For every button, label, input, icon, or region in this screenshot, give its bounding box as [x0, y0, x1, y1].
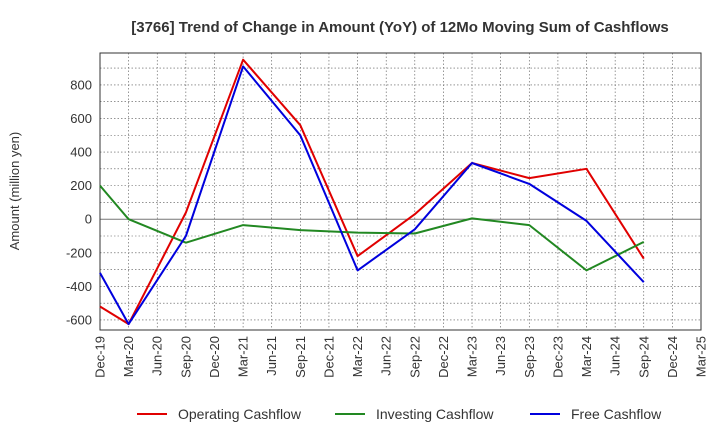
y-tick-label: 800: [70, 77, 92, 92]
x-tick-label: Mar-25: [694, 336, 709, 377]
y-tick-label: -200: [66, 245, 92, 260]
x-tick-label: Jun-24: [608, 336, 623, 376]
x-tick-label: Sep-24: [636, 336, 651, 378]
y-tick-label: 200: [70, 178, 92, 193]
x-tick-label: Jun-23: [493, 336, 508, 376]
x-tick-label: Dec-22: [436, 336, 451, 378]
legend-label-operating-cashflow: Operating Cashflow: [178, 406, 302, 422]
legend-label-investing-cashflow: Investing Cashflow: [376, 406, 494, 422]
x-tick-label: Sep-21: [293, 336, 308, 378]
series-line-free-cashflow: [99, 65, 645, 326]
x-tick-label: Sep-23: [522, 336, 537, 378]
x-tick-label: Dec-21: [321, 336, 336, 378]
series-lines: [99, 58, 645, 326]
chart-title: [3766] Trend of Change in Amount (YoY) o…: [131, 19, 669, 36]
y-tick-label: 0: [85, 212, 92, 227]
x-tick-label: Mar-21: [236, 336, 251, 377]
x-tick-label: Sep-22: [407, 336, 422, 378]
x-tick-label: Dec-23: [550, 336, 565, 378]
series-line-operating-cashflow: [99, 58, 645, 326]
series-line-investing-cashflow: [99, 184, 645, 272]
x-tick-label: Dec-24: [665, 336, 680, 378]
y-tick-label: 600: [70, 111, 92, 126]
x-tick-label: Mar-22: [350, 336, 365, 377]
y-tick-label: -400: [66, 279, 92, 294]
plot-frame: [99, 52, 702, 331]
x-tick-label: Dec-19: [93, 336, 108, 378]
x-tick-label: Mar-23: [465, 336, 480, 377]
x-tick-label: Jun-22: [379, 336, 394, 376]
x-tick-label: Sep-20: [178, 336, 193, 378]
x-tick-label: Mar-24: [579, 336, 594, 377]
y-tick-label: -600: [66, 312, 92, 327]
x-tick-label: Dec-20: [207, 336, 222, 378]
x-tick-label: Jun-20: [150, 336, 165, 376]
legend-label-free-cashflow: Free Cashflow: [571, 406, 662, 422]
axis-ticks: Dec-19 Mar-20 Jun-20 Sep-20 Dec-20 Mar-21 Jun-…: [66, 77, 709, 378]
x-tick-label: Mar-20: [121, 336, 136, 377]
y-tick-label: 400: [70, 145, 92, 160]
y-axis-label: Amount (million yen): [7, 132, 22, 251]
grid: [99, 53, 702, 330]
legend: Operating Cashflow Investing Cashflow Free…: [137, 406, 662, 422]
x-tick-label: Jun-21: [264, 336, 279, 376]
